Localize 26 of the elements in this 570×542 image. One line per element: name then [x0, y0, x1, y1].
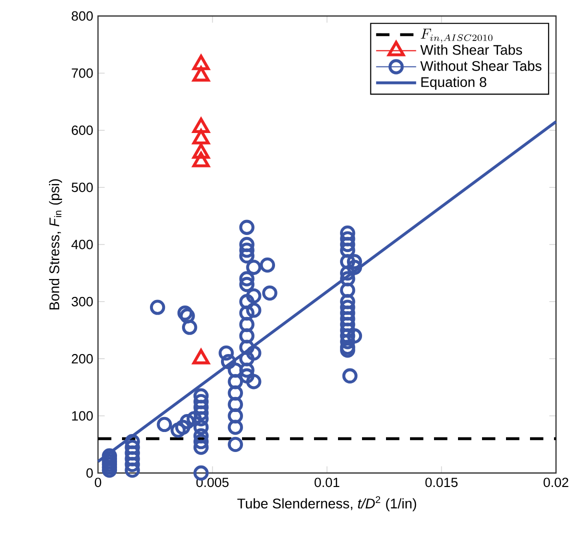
- y-tick-label: 300: [72, 296, 93, 306]
- point: [192, 349, 210, 364]
- y-tick-label: 200: [72, 354, 93, 364]
- y-tick-label: 100: [72, 411, 93, 421]
- y-tick-label: 500: [72, 182, 93, 192]
- y-tick-label: 0: [86, 468, 93, 478]
- y-tick-label: 700: [72, 68, 93, 78]
- point: [192, 143, 210, 159]
- legend-label: $F_{in,AISC2010}$: [420, 28, 492, 43]
- legend-label: Equation 8: [421, 76, 486, 90]
- point: [192, 54, 210, 70]
- x-tick-label: 0.02: [544, 478, 568, 488]
- y-tick-label: 600: [72, 126, 93, 135]
- point: [192, 152, 210, 168]
- legend-label: Without Shear Tabs: [420, 60, 542, 71]
- x-tick-label: 0.015: [425, 478, 458, 488]
- point: [192, 118, 210, 133]
- x-axis-title: Tube Slenderness, t/D$^{2}$ (1/in): [237, 496, 416, 512]
- x-tick-label: 0: [94, 478, 102, 488]
- y-tick-label: 400: [71, 240, 93, 250]
- y-tick-label: 800: [72, 11, 93, 21]
- y-axis-title: Bond Stress, F$_{in}$ (psi): [49, 179, 62, 310]
- x-tick-label: 0.01: [314, 478, 340, 488]
- legend-label: With Shear Tabs: [420, 44, 522, 55]
- point: [192, 129, 210, 144]
- point: [192, 66, 210, 82]
